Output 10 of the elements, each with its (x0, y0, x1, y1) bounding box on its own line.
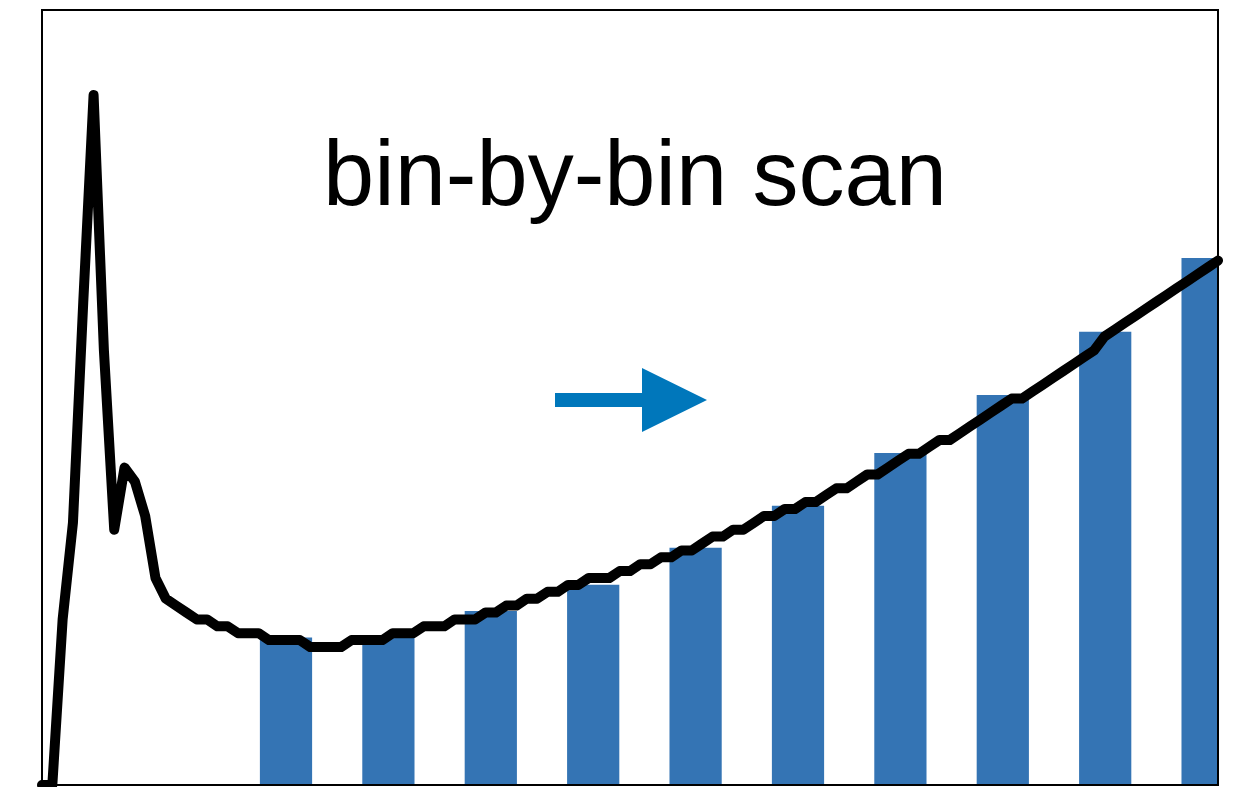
annotation: bin-by-bin scan (323, 122, 947, 224)
bar (362, 637, 415, 785)
bar (259, 637, 313, 785)
bar (874, 452, 927, 785)
bar (1079, 331, 1132, 785)
bar (464, 611, 517, 785)
bar (567, 584, 620, 785)
bar (976, 395, 1029, 785)
bar (669, 547, 722, 785)
bar (771, 505, 825, 785)
